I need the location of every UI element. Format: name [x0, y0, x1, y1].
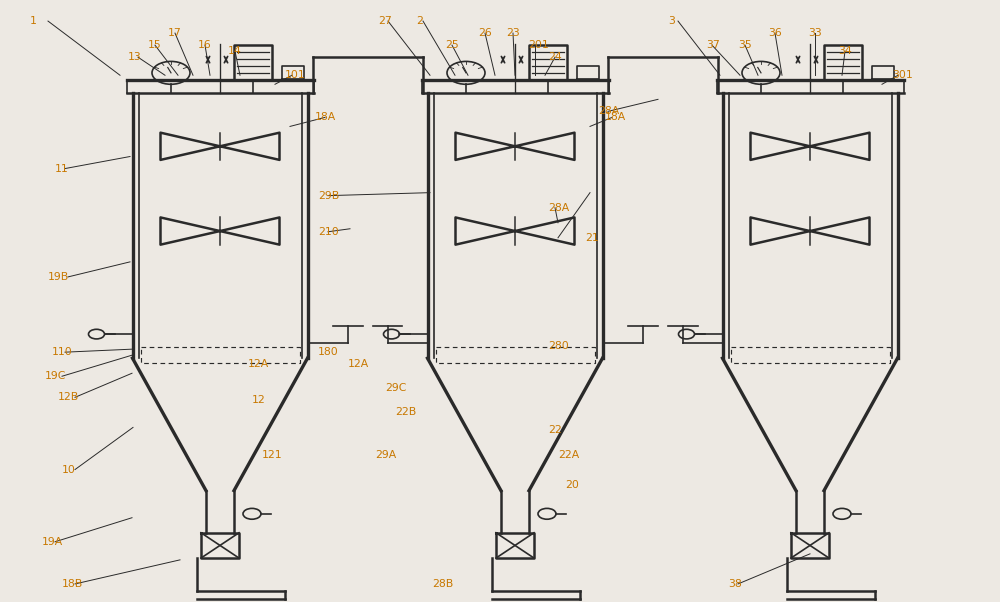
Text: 29A: 29A: [375, 450, 396, 459]
Text: 280: 280: [548, 341, 569, 351]
Text: 19A: 19A: [42, 537, 63, 547]
Text: 37: 37: [706, 40, 720, 50]
Text: 13: 13: [128, 52, 142, 62]
Text: 38: 38: [728, 579, 742, 589]
Text: 11: 11: [55, 164, 69, 173]
Text: 20: 20: [565, 480, 579, 489]
Text: 22B: 22B: [395, 408, 416, 417]
Text: 3: 3: [668, 16, 675, 26]
Text: 27: 27: [378, 16, 392, 26]
Text: 29C: 29C: [385, 383, 406, 393]
Text: 26: 26: [478, 28, 492, 38]
Text: 15: 15: [148, 40, 162, 50]
Text: 19C: 19C: [45, 371, 66, 381]
Text: 101: 101: [285, 70, 306, 80]
Text: 24: 24: [548, 52, 562, 62]
Text: 301: 301: [892, 70, 913, 80]
Text: 201: 201: [528, 40, 549, 50]
Text: 21: 21: [585, 233, 599, 243]
Text: 12A: 12A: [248, 359, 269, 369]
Text: 17: 17: [168, 28, 182, 38]
Text: 1: 1: [30, 16, 37, 26]
Text: 19B: 19B: [48, 272, 69, 282]
Text: 210: 210: [318, 227, 339, 237]
Text: 16: 16: [198, 40, 212, 50]
Text: 12B: 12B: [58, 393, 79, 402]
Text: 28A: 28A: [598, 107, 619, 116]
Text: 25: 25: [445, 40, 459, 50]
Text: 22A: 22A: [558, 450, 579, 459]
Text: 12: 12: [252, 396, 266, 405]
Text: 18A: 18A: [605, 113, 626, 122]
Text: 23: 23: [506, 28, 520, 38]
Text: 35: 35: [738, 40, 752, 50]
Text: 28B: 28B: [432, 579, 453, 589]
Text: 22: 22: [548, 426, 562, 435]
Text: 2: 2: [416, 16, 423, 26]
Text: 18A: 18A: [315, 113, 336, 122]
Text: 12A: 12A: [348, 359, 369, 369]
Text: 110: 110: [52, 347, 73, 357]
Text: 36: 36: [768, 28, 782, 38]
Text: 33: 33: [808, 28, 822, 38]
Text: 29B: 29B: [318, 191, 339, 200]
Text: 18B: 18B: [62, 579, 83, 589]
Text: 28A: 28A: [548, 203, 569, 213]
Text: 34: 34: [838, 46, 852, 56]
Text: 10: 10: [62, 465, 76, 474]
Text: 180: 180: [318, 347, 339, 357]
Text: 14: 14: [228, 46, 242, 56]
Text: 121: 121: [262, 450, 283, 459]
